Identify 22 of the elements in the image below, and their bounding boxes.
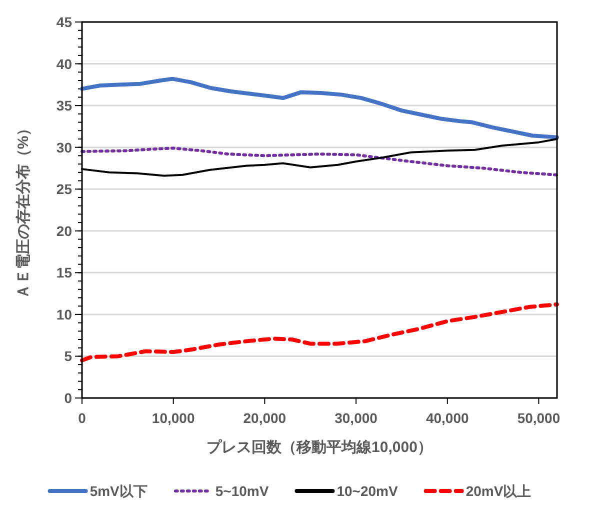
y-tick-label: 20	[56, 222, 72, 239]
y-tick-label: 15	[56, 264, 72, 281]
y-tick-label: 35	[56, 98, 72, 114]
y-tick-label: 0	[64, 390, 72, 406]
y-tick-label: 30	[56, 139, 72, 156]
y-tick-label: 5	[64, 348, 72, 364]
x-tick-label: 0	[78, 410, 86, 426]
y-tick-label: 10	[56, 306, 72, 322]
y-axis-title: ＡＥ電圧の存在分布（%）	[15, 120, 32, 300]
x-tick-label: 30,000	[334, 410, 378, 426]
x-tick-label: 20,000	[243, 410, 286, 426]
y-tick-label: 25	[56, 181, 72, 198]
legend-label: 5~10mV	[215, 483, 270, 499]
x-tick-label: 40,000	[426, 410, 470, 426]
x-axis-title: プレス回数（移動平均線10,000）	[206, 439, 432, 456]
legend-label: 10~20mV	[336, 483, 398, 499]
x-tick-label: 10,000	[152, 410, 195, 426]
y-tick-label: 40	[56, 56, 72, 72]
y-tick-label: 45	[56, 14, 72, 30]
legend-label: 20mV以上	[466, 483, 532, 499]
x-tick-label: 50,000	[517, 410, 560, 426]
legend-label: 5mV以下	[90, 483, 148, 499]
